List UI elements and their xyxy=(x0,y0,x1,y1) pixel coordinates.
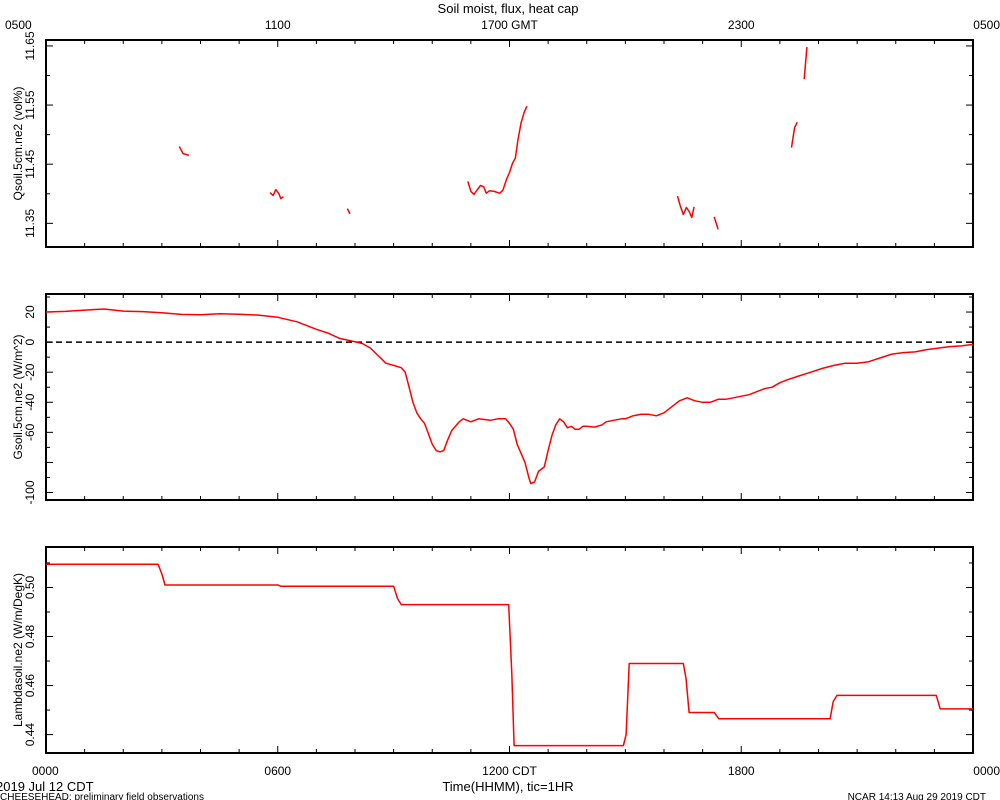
top-time-axis: 0500 1100 1700 GMT 2300 0500 xyxy=(5,18,1000,32)
series-line xyxy=(790,121,798,148)
y-tick-label: 11.55 xyxy=(23,90,37,119)
bottom-time-label: 0000 xyxy=(973,764,1000,778)
panel-soil-moisture: 11.35 11.45 11.55 11.65 Qsoil.5cm.ne2 (vol%) xyxy=(11,31,974,248)
series-line xyxy=(713,216,719,230)
series-line xyxy=(346,208,351,215)
y-tick-label: 0.50 xyxy=(23,575,37,599)
top-time-label: 1100 xyxy=(265,18,291,32)
top-time-label: 0500 xyxy=(973,18,1000,32)
y-tick-label: 20 xyxy=(23,305,37,319)
plot-frame xyxy=(45,39,974,248)
panel-soil-heat-flux: -100 -60 -40 -20 0 20 Gsoil.5cm.ne2 (W/m^2) xyxy=(11,293,974,504)
footer-right: NCAR 14:13 Aug 29 2019 CDT xyxy=(848,792,986,800)
series-line xyxy=(178,146,190,157)
y-tick-label: 0.46 xyxy=(23,674,37,698)
top-time-label: 0500 xyxy=(5,18,32,32)
plot-frame xyxy=(45,546,974,754)
series-line xyxy=(803,47,808,80)
x-axis-label: Time(HHMM), tic=1HR xyxy=(442,779,573,794)
chart-title: Soil moist, flux, heat cap xyxy=(438,1,579,16)
top-time-label: 2300 xyxy=(728,18,755,32)
y-axis-label: Gsoil.5cm.ne2 (W/m^2) xyxy=(11,335,25,460)
y-axis-label: Lambdasoil.ne2 (W/m/DegK) xyxy=(11,573,25,727)
y-tick-label: 11.65 xyxy=(23,31,37,60)
series-line xyxy=(269,188,284,200)
bottom-time-label: 0600 xyxy=(264,764,291,778)
bottom-time-axis: 0000 0600 1200 CDT 1800 0000 xyxy=(32,764,1000,778)
series-line xyxy=(45,308,974,485)
plot-frame xyxy=(45,293,974,501)
y-tick-label: 11.45 xyxy=(23,149,37,178)
y-tick-label: -60 xyxy=(23,423,37,441)
footer-left: CHEESEHEAD: preliminary field observatio… xyxy=(0,792,204,800)
top-time-label: 1700 GMT xyxy=(481,18,538,32)
y-tick-label: -100 xyxy=(23,480,37,504)
series-line xyxy=(676,195,695,219)
series-line xyxy=(467,105,528,196)
y-axis-label: Qsoil.5cm.ne2 (vol%) xyxy=(11,86,25,200)
bottom-time-label: 0000 xyxy=(32,764,59,778)
y-tick-label: 0 xyxy=(23,338,37,345)
bottom-time-label: 1800 xyxy=(728,764,755,778)
y-tick-label: -40 xyxy=(23,393,37,411)
series-line xyxy=(46,563,973,747)
y-tick-label: 0.44 xyxy=(23,723,37,747)
y-tick-label: -20 xyxy=(23,363,37,381)
y-tick-label: 11.35 xyxy=(23,208,37,237)
y-tick-label: 0.48 xyxy=(23,625,37,649)
bottom-time-label: 1200 CDT xyxy=(482,764,537,778)
date-label: 2019 Jul 12 CDT xyxy=(0,779,94,794)
